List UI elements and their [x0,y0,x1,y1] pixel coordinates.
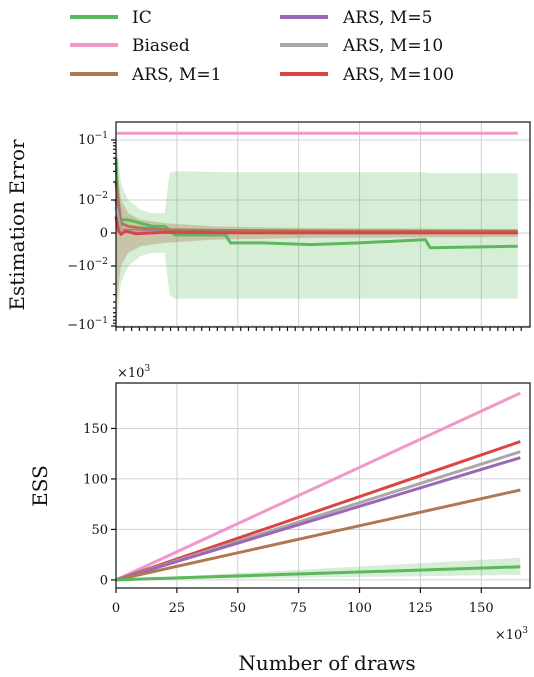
bottom-line-ars-m-100 [115,440,521,582]
bottom-y-tick-labels: 0 50 100 150 [83,422,108,588]
bottom-xtick-label-4: 100 [347,601,372,616]
bottom-xtick-label-1: 25 [169,601,186,616]
top-ytick-label-2: 0 [100,226,108,241]
bottom-axis-ticks [111,427,482,593]
bottom-ytick-label-2: 100 [83,472,108,487]
legend-entry-ic: IC [70,8,152,28]
top-line-ars-m-1 [114,181,518,233]
x-axis-label: Number of draws [238,651,415,675]
legend-label-ars-m5: ARS, M=5 [342,8,432,28]
bottom-x-tick-labels: 0 25 50 75 100 125 150 [112,601,494,616]
top-axis-ticks [111,139,522,331]
bottom-ytick-label-1: 50 [91,523,108,538]
top-line-ars-m-100 [114,216,518,236]
bottom-line-biased [115,391,521,582]
bottom-confidence-bands [116,557,521,580]
top-y-tick-labels: 10−1 10−2 0 −10−2 −10−1 [67,131,108,333]
bottom-band-ic [116,557,521,580]
bottom-grid [116,383,530,588]
bottom-line-ars-m-1 [115,488,521,582]
legend-entry-ars-m10: ARS, M=10 [280,36,443,56]
bottom-series-lines [115,391,521,582]
bottom-x-multiplier: ×103 [495,626,528,643]
bottom-xtick-label-0: 0 [112,601,120,616]
top-plot-frame [115,121,531,328]
legend-label-ars-m1: ARS, M=1 [131,65,221,85]
bottom-ytick-label-0: 0 [100,573,108,588]
bottom-plot-frame [115,382,531,589]
bottom-xtick-label-3: 75 [290,601,307,616]
bottom-y-axis-label: ESS [28,465,52,507]
bottom-xtick-label-6: 150 [469,601,494,616]
bottom-ytick-label-3: 150 [83,422,108,437]
bottom-y-multiplier: ×103 [117,364,150,381]
legend-entry-ars-m5: ARS, M=5 [280,8,432,28]
top-ytick-label-0: 10−1 [78,131,108,148]
top-series-lines [114,131,518,250]
legend-entry-biased: Biased [70,36,190,56]
legend: IC Biased ARS, M=1 ARS, M=5 ARS, M=10 AR… [70,8,454,85]
top-ytick-label-4: −10−1 [67,316,108,333]
top-line-ic [114,158,518,250]
top-ytick-label-3: −10−2 [67,257,108,274]
bottom-line-ars-m-5 [115,456,521,582]
estimation-error-panel: 10−1 10−2 0 −10−2 −10−1 Estimation Error [5,121,531,333]
ess-panel: ×103 0 50 100 150 0 25 50 75 100 125 150 ×103 ESS… [28,364,531,675]
legend-label-ars-m100: ARS, M=100 [342,65,454,85]
bottom-xtick-label-2: 50 [229,601,246,616]
top-y-axis-label: Estimation Error [5,139,29,311]
bottom-line-ic [115,565,521,582]
bottom-xtick-label-5: 125 [408,601,433,616]
legend-label-ars-m10: ARS, M=10 [342,36,443,56]
legend-entry-ars-m100: ARS, M=100 [280,65,454,85]
legend-label-ic: IC [132,8,152,28]
top-ytick-label-1: 10−2 [78,191,108,208]
legend-label-biased: Biased [132,36,190,56]
legend-entry-ars-m1: ARS, M=1 [70,65,221,85]
